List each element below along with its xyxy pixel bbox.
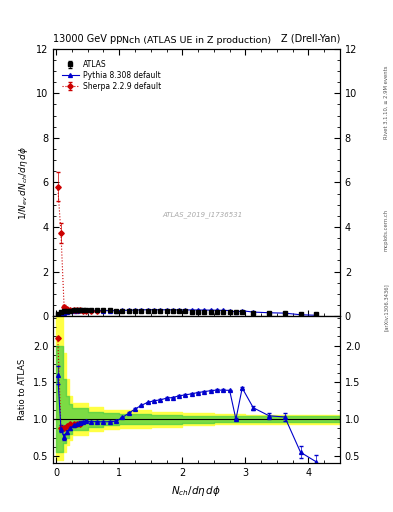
Text: ATLAS_2019_I1736531: ATLAS_2019_I1736531	[162, 211, 242, 218]
Text: 13000 GeV pp: 13000 GeV pp	[53, 33, 123, 44]
Text: mcplots.cern.ch: mcplots.cern.ch	[384, 209, 388, 251]
Text: Z (Drell-Yan): Z (Drell-Yan)	[281, 33, 340, 44]
Text: [arXiv:1306.3436]: [arXiv:1306.3436]	[384, 283, 388, 331]
Y-axis label: $1/N_{ev}\,dN_{ch}/d\eta\,d\phi$: $1/N_{ev}\,dN_{ch}/d\eta\,d\phi$	[17, 145, 30, 220]
X-axis label: $N_{ch}/d\eta\,d\phi$: $N_{ch}/d\eta\,d\phi$	[171, 484, 222, 498]
Title: Nch (ATLAS UE in Z production): Nch (ATLAS UE in Z production)	[122, 36, 271, 45]
Y-axis label: Ratio to ATLAS: Ratio to ATLAS	[18, 359, 27, 420]
Legend: ATLAS, Pythia 8.308 default, Sherpa 2.2.9 default: ATLAS, Pythia 8.308 default, Sherpa 2.2.…	[60, 58, 163, 93]
Text: Rivet 3.1.10, ≥ 2.9M events: Rivet 3.1.10, ≥ 2.9M events	[384, 66, 388, 139]
